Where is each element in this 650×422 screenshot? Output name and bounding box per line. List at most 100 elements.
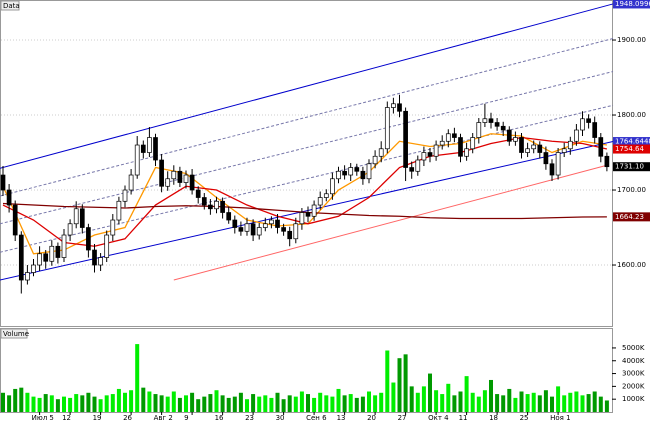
volume-bar [49,395,54,412]
volume-bar [25,392,30,412]
price-marker-label: 1664.23 [615,213,644,221]
volume-bar [367,391,371,412]
volume-bar [287,395,292,412]
volume-bar [147,391,152,412]
volume-y-tick-label: 1000K [622,395,645,403]
chart-title: Data [3,2,20,10]
volume-bar [263,395,268,412]
price-panel [0,0,613,327]
candle-body [171,170,177,180]
indicator-line [0,141,614,281]
candle-body [244,223,250,232]
volume-bar [354,397,359,412]
volume-bar [1,392,5,412]
volume-bar [293,396,298,412]
volume-bar [360,396,365,412]
candle-body [525,148,530,153]
volume-bar [98,399,103,412]
candle-body [543,152,549,165]
candle-body [92,249,97,266]
x-tick-label: 12 [62,414,71,422]
volume-bar [37,397,42,412]
candle-body [86,227,91,251]
x-tick-label: 23 [245,414,254,422]
candle-body [287,230,293,240]
candle-body [232,219,238,228]
candle-body [79,208,85,228]
volume-bar [513,397,518,412]
x-tick-label: 20 [367,414,376,422]
volume-bar [324,395,329,412]
volume-bar [153,394,158,412]
candle-body [43,253,49,262]
candle-body [183,174,189,183]
volume-title-box [0,328,28,339]
candle-body [208,204,213,210]
volume-bar [421,386,426,412]
candle-body [458,137,463,157]
volume-bar [440,394,445,412]
volume-bar [123,392,127,412]
x-tick-label: 26 [123,414,132,422]
candle-body [586,118,591,123]
volume-bar [80,395,85,412]
volume-bar [245,399,249,412]
candle-body [110,219,116,236]
volume-bar [470,392,475,412]
volume-bar [604,400,609,412]
price-marker [613,0,650,9]
y-tick-label: 1700.00 [617,186,646,194]
volume-bar [348,394,353,412]
volume-bar [592,391,597,412]
volume-bar [342,395,347,412]
candle-body [342,170,347,176]
candle-body [470,137,476,150]
candle-body [73,208,79,225]
candle-body [67,223,73,236]
price-marker-label: 1764.6448 [615,138,650,146]
candle-body [6,189,12,206]
candle-body [488,118,494,123]
indicator-line [0,71,614,225]
volume-bar [281,399,286,412]
candle-body [506,129,512,142]
volume-bar [586,394,591,412]
volume-bar [428,373,432,412]
candle-body [409,167,415,172]
candle-body [140,144,146,153]
volume-title: Volume [3,330,29,338]
volume-bar [574,391,579,412]
x-tick-label: 11 [459,414,468,422]
volume-bar [31,396,36,412]
candle-body [153,137,158,161]
x-tick-label: 9 [184,414,188,422]
price-marker-label: 1754.64 [615,145,644,153]
volume-bar [495,394,500,412]
volume-bar [446,383,451,412]
candle-body [336,170,341,180]
volume-bar [159,395,164,412]
candle-body [323,193,329,198]
volume-y-tick-label: 4000K [622,357,645,365]
candle-body [384,107,390,150]
volume-bar [507,388,512,412]
candle-body [195,189,201,198]
candle-body [531,144,537,150]
candle-body [311,204,317,217]
candle-body [519,137,524,153]
volume-bar [562,395,567,412]
candle-body [317,197,323,206]
candle-body [330,178,335,195]
candle-body [482,118,488,123]
candle-body [537,144,543,153]
candle-body [269,219,274,225]
candle-body [165,178,171,187]
volume-bar [226,397,231,412]
volume-bar [7,395,12,412]
candle-body [189,174,195,191]
volume-bar [232,396,237,412]
volume-bar [415,392,420,412]
candle-body [220,200,225,213]
candle-body [421,152,427,161]
